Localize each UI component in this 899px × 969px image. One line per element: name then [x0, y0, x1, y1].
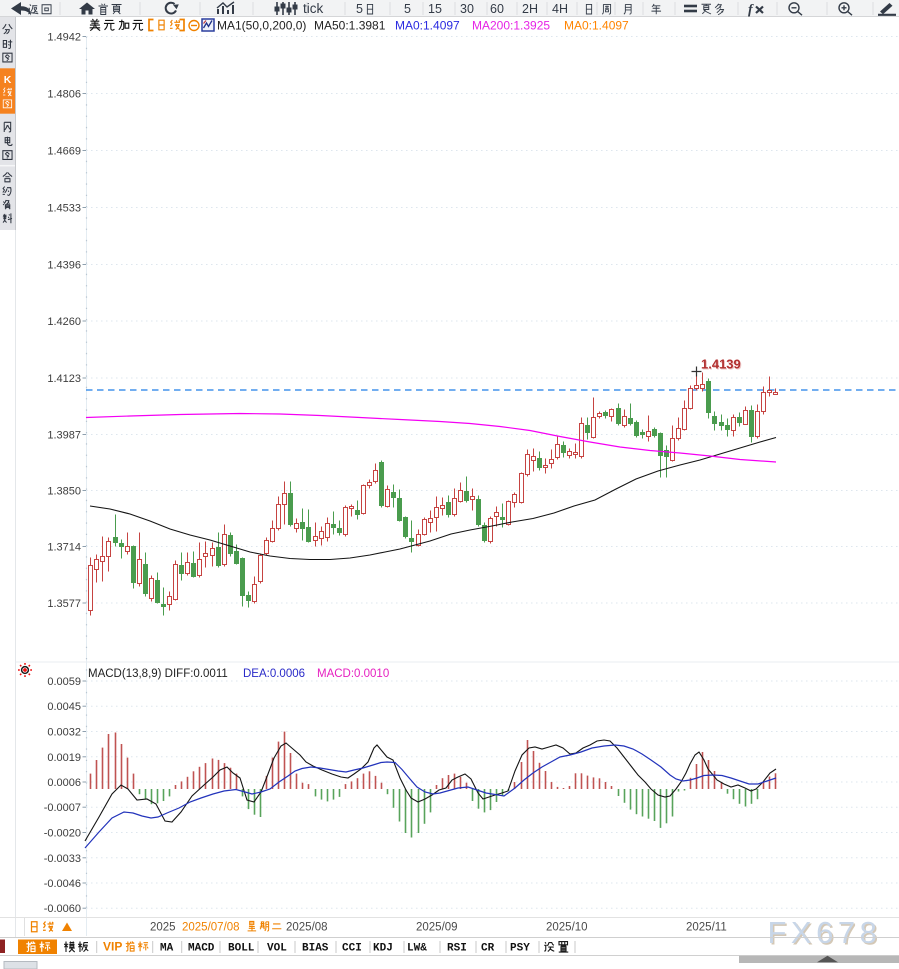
svg-text:-0.0020: -0.0020: [44, 828, 81, 840]
svg-text:PSY: PSY: [510, 943, 530, 955]
svg-text:1.4669: 1.4669: [47, 146, 81, 158]
svg-text:VOL: VOL: [267, 943, 287, 955]
svg-text:tick: tick: [303, 1, 324, 16]
svg-text:2025/11: 2025/11: [686, 922, 727, 934]
svg-text:MACD(13,8,9) DIFF:0.0011: MACD(13,8,9) DIFF:0.0011: [88, 668, 228, 680]
svg-text:MA50:1.3981: MA50:1.3981: [314, 19, 386, 33]
svg-text:0.0032: 0.0032: [47, 727, 81, 739]
svg-text:2025/10: 2025/10: [546, 922, 588, 934]
svg-text:0.0045: 0.0045: [47, 701, 81, 713]
svg-text:MACD: MACD: [188, 943, 215, 955]
svg-text:MA200:1.3925: MA200:1.3925: [472, 19, 550, 33]
svg-text:1.4396: 1.4396: [47, 260, 81, 272]
svg-text:1.3850: 1.3850: [47, 486, 81, 498]
svg-text:2025/08: 2025/08: [286, 922, 328, 934]
svg-text:f: f: [748, 3, 754, 18]
svg-text:1.4123: 1.4123: [47, 373, 81, 385]
svg-text:1.4139: 1.4139: [701, 357, 741, 372]
svg-text:KDJ: KDJ: [373, 943, 393, 955]
svg-text:1.4533: 1.4533: [47, 203, 81, 215]
svg-text:2025/07/08: 2025/07/08: [182, 922, 240, 934]
svg-text:30: 30: [460, 2, 474, 16]
svg-text:1.3577: 1.3577: [47, 598, 81, 610]
svg-text:MACD:0.0010: MACD:0.0010: [317, 668, 389, 680]
svg-text:-0.0033: -0.0033: [44, 853, 81, 865]
svg-text:0.0019: 0.0019: [47, 752, 81, 764]
svg-text:VIP: VIP: [103, 940, 122, 954]
svg-text:LW&: LW&: [407, 943, 427, 955]
svg-text:1.4139: 1.4139: [702, 357, 742, 372]
svg-text:MA0:1.4097: MA0:1.4097: [395, 19, 460, 33]
svg-text:2025/09: 2025/09: [416, 922, 458, 934]
svg-text:CR: CR: [481, 943, 495, 955]
svg-text:4H: 4H: [552, 2, 568, 16]
svg-text:5: 5: [356, 2, 363, 16]
svg-text:0.0006: 0.0006: [47, 777, 81, 789]
svg-text:1.4260: 1.4260: [47, 316, 81, 328]
svg-text:MA0:1.4097: MA0:1.4097: [564, 19, 629, 33]
svg-text:CCI: CCI: [342, 943, 362, 955]
svg-text:K: K: [4, 74, 12, 86]
svg-text:BIAS: BIAS: [302, 943, 329, 955]
svg-text:FX678: FX678: [769, 917, 883, 952]
svg-text:0.0059: 0.0059: [47, 676, 81, 688]
svg-text:RSI: RSI: [447, 943, 467, 955]
svg-text:MA: MA: [160, 943, 174, 955]
svg-text:2H: 2H: [522, 2, 538, 16]
svg-text:1.4942: 1.4942: [47, 32, 81, 44]
svg-text:-0.0046: -0.0046: [44, 878, 81, 890]
svg-text:2025: 2025: [150, 922, 176, 934]
svg-text:BOLL: BOLL: [228, 943, 255, 955]
svg-text:FX678: FX678: [768, 915, 882, 950]
svg-text:DEA:0.0006: DEA:0.0006: [243, 668, 305, 680]
svg-text:-0.0060: -0.0060: [44, 903, 81, 915]
svg-text:1.3714: 1.3714: [47, 542, 81, 554]
svg-text:15: 15: [428, 2, 442, 16]
svg-text:60: 60: [490, 2, 504, 16]
svg-text:5: 5: [404, 2, 411, 16]
svg-text:MA1(50,0,200,0): MA1(50,0,200,0): [217, 19, 306, 33]
svg-text:-0.0007: -0.0007: [44, 802, 81, 814]
svg-text:1.3987: 1.3987: [47, 430, 81, 442]
svg-text:1.4806: 1.4806: [47, 89, 81, 101]
